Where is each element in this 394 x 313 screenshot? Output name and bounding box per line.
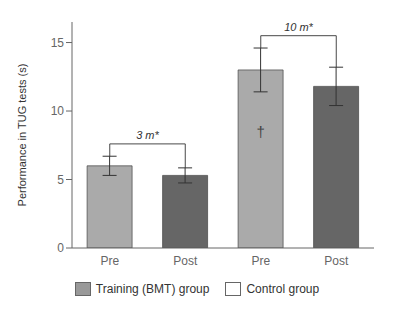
html-text:Training (BMT) group: Training (BMT) group <box>95 282 210 296</box>
svg-text:10 m*: 10 m* <box>284 21 313 33</box>
svg-text:Performance in TUG tests (s): Performance in TUG tests (s) <box>16 64 28 207</box>
svg-text:5: 5 <box>57 173 64 187</box>
svg-text:Post: Post <box>324 254 349 268</box>
svg-text:3 m*: 3 m* <box>136 129 159 141</box>
svg-text:Pre: Pre <box>251 254 270 268</box>
svg-text:10: 10 <box>51 104 65 118</box>
svg-text:Pre: Pre <box>100 254 119 268</box>
svg-text:0: 0 <box>57 241 64 255</box>
svg-text:15: 15 <box>51 36 65 50</box>
html-text:Control group: Control group <box>246 282 320 296</box>
svg-text:Post: Post <box>173 254 198 268</box>
svg-text:†: † <box>257 123 265 140</box>
